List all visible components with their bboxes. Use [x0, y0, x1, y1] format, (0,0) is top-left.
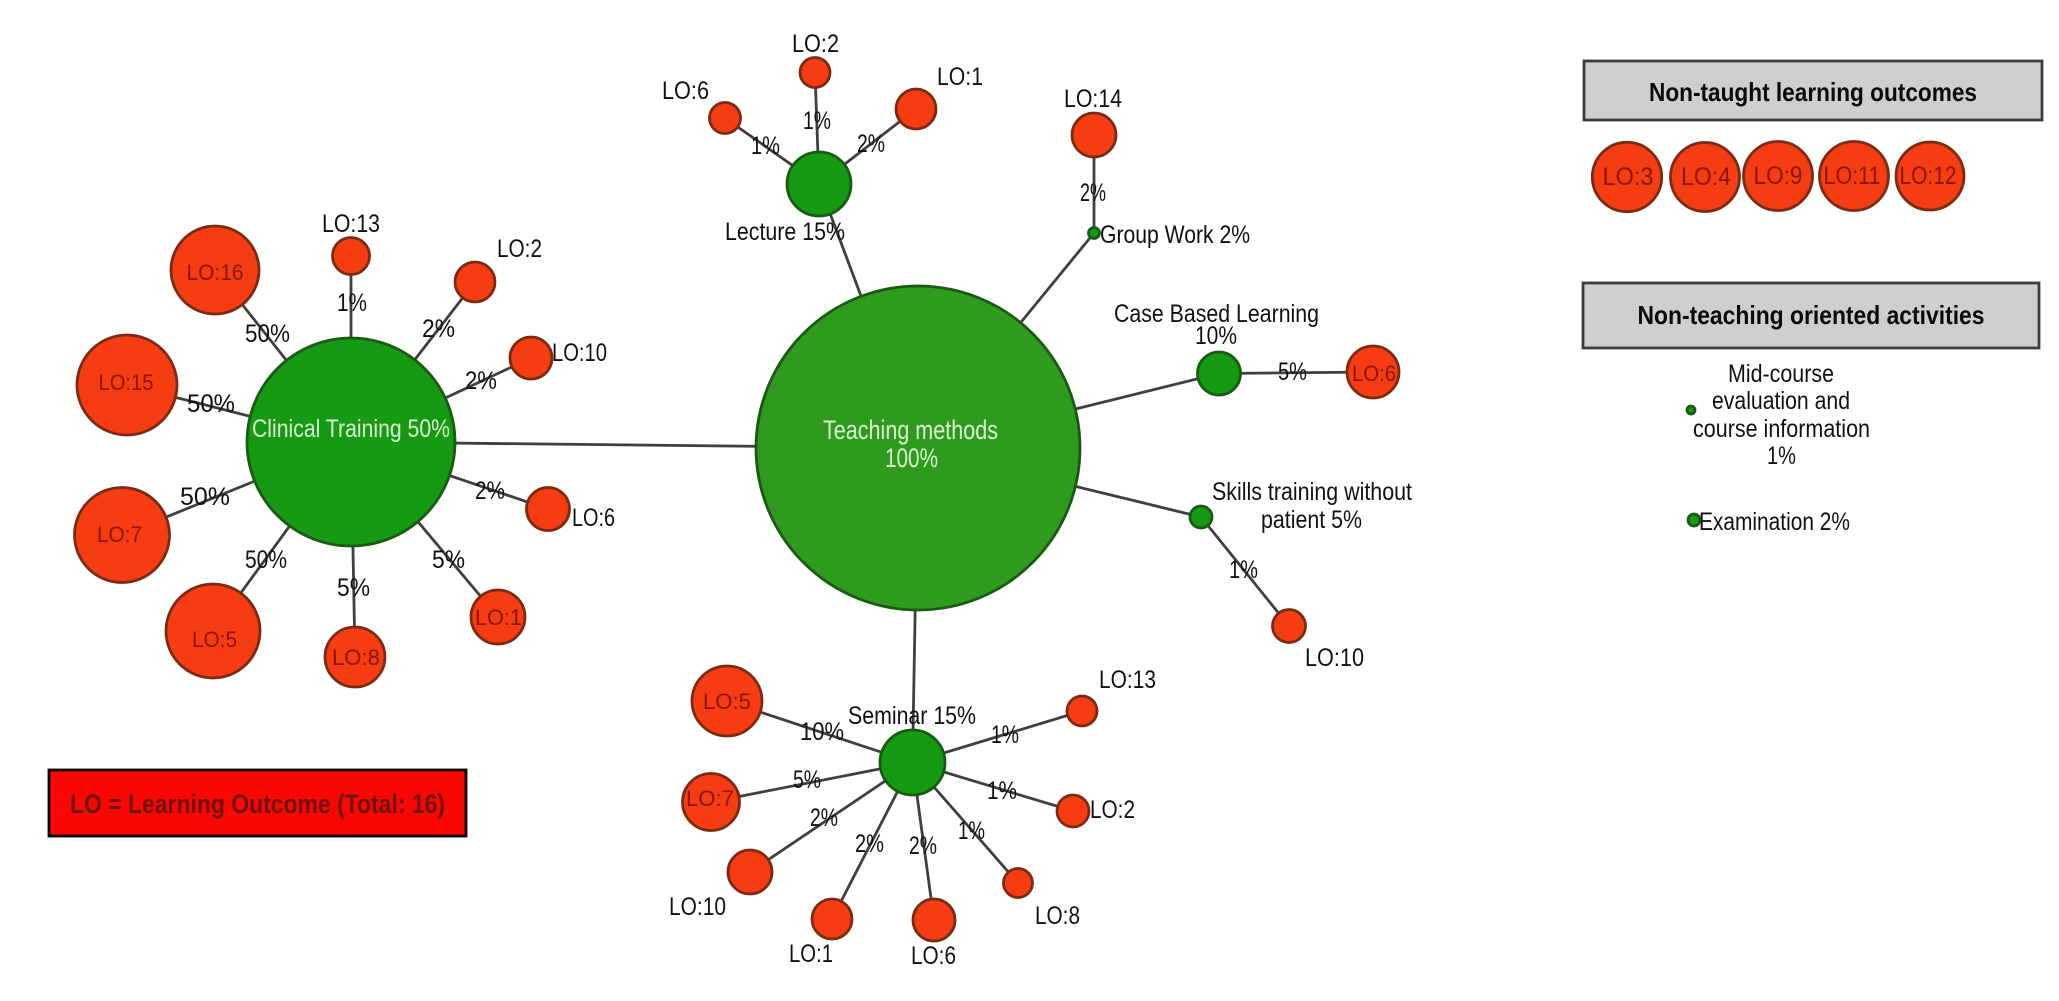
svg-text:patient 5%: patient 5%	[1261, 506, 1362, 534]
svg-text:1%: 1%	[803, 107, 831, 135]
svg-text:LO:6: LO:6	[662, 77, 709, 105]
svg-text:LO:11: LO:11	[1824, 162, 1881, 190]
svg-text:5%: 5%	[1278, 358, 1307, 386]
svg-text:LO:2: LO:2	[792, 30, 839, 58]
svg-text:course information: course information	[1693, 415, 1870, 443]
svg-text:Case Based Learning: Case Based Learning	[1114, 300, 1319, 328]
svg-text:LO:5: LO:5	[703, 689, 751, 714]
svg-text:LO:6: LO:6	[911, 942, 956, 970]
svg-text:LO:2: LO:2	[497, 235, 542, 263]
svg-text:LO:3: LO:3	[1603, 163, 1654, 191]
svg-text:LO = Learning Outcome (Total:: LO = Learning Outcome (Total: 16)	[70, 789, 445, 819]
svg-text:LO:6: LO:6	[572, 504, 615, 532]
svg-text:1%: 1%	[1229, 556, 1258, 584]
svg-text:5%: 5%	[793, 766, 821, 794]
svg-text:2%: 2%	[465, 367, 497, 395]
svg-text:LO:1: LO:1	[937, 63, 983, 91]
svg-text:Teaching methods: Teaching methods	[823, 415, 998, 445]
svg-text:Lecture 15%: Lecture 15%	[725, 218, 845, 246]
svg-text:2%: 2%	[857, 130, 885, 158]
svg-text:5%: 5%	[337, 574, 370, 602]
svg-text:LO:6: LO:6	[1352, 361, 1396, 386]
svg-text:LO:13: LO:13	[322, 210, 380, 238]
svg-text:1%: 1%	[958, 817, 985, 845]
svg-text:evaluation and: evaluation and	[1712, 387, 1850, 415]
svg-text:50%: 50%	[180, 483, 230, 511]
svg-text:LO:2: LO:2	[1090, 796, 1135, 824]
svg-text:LO:7: LO:7	[97, 522, 142, 547]
svg-text:10%: 10%	[1195, 322, 1237, 350]
svg-text:LO:1: LO:1	[789, 940, 833, 968]
svg-text:50%: 50%	[245, 320, 290, 348]
svg-text:2%: 2%	[1080, 179, 1106, 207]
svg-text:LO:12: LO:12	[1900, 162, 1957, 190]
svg-text:Seminar 15%: Seminar 15%	[848, 702, 976, 730]
svg-text:Clinical Training 50%: Clinical Training 50%	[252, 415, 450, 443]
svg-text:LO:13: LO:13	[1099, 666, 1156, 694]
svg-text:LO:10: LO:10	[669, 893, 726, 921]
svg-text:1%: 1%	[991, 721, 1019, 749]
svg-text:LO:8: LO:8	[332, 645, 380, 670]
svg-text:LO:4: LO:4	[1681, 163, 1731, 191]
svg-text:Non-taught learning outcomes: Non-taught learning outcomes	[1649, 77, 1977, 107]
svg-text:50%: 50%	[187, 390, 235, 418]
svg-text:LO:9: LO:9	[1754, 162, 1803, 190]
svg-text:LO:5: LO:5	[192, 627, 237, 652]
svg-text:10%: 10%	[800, 718, 844, 746]
svg-text:1%: 1%	[1767, 442, 1796, 470]
svg-text:Skills training without: Skills training without	[1212, 478, 1412, 506]
svg-text:2%: 2%	[422, 315, 455, 343]
svg-text:LO:15: LO:15	[99, 370, 154, 395]
svg-text:Mid-course: Mid-course	[1728, 360, 1834, 388]
svg-text:LO:10: LO:10	[1305, 644, 1364, 672]
svg-text:2%: 2%	[855, 830, 884, 858]
svg-text:LO:16: LO:16	[187, 260, 244, 285]
svg-text:LO:8: LO:8	[1035, 902, 1080, 930]
svg-text:LO:14: LO:14	[1064, 85, 1122, 113]
svg-text:1%: 1%	[337, 289, 367, 317]
svg-text:1%: 1%	[751, 132, 780, 160]
svg-text:1%: 1%	[987, 777, 1017, 805]
svg-text:50%: 50%	[245, 546, 287, 574]
svg-text:100%: 100%	[885, 443, 938, 473]
svg-text:Examination 2%: Examination 2%	[1699, 508, 1850, 536]
svg-text:2%: 2%	[810, 804, 838, 832]
svg-text:2%: 2%	[909, 832, 937, 860]
svg-text:LO:7: LO:7	[686, 786, 734, 811]
svg-text:5%: 5%	[432, 546, 465, 574]
svg-text:2%: 2%	[475, 477, 505, 505]
svg-text:Non-teaching oriented activiti: Non-teaching oriented activities	[1638, 300, 1985, 330]
svg-text:LO:10: LO:10	[552, 339, 607, 367]
svg-text:Group Work 2%: Group Work 2%	[1100, 221, 1250, 249]
svg-text:LO:1: LO:1	[475, 605, 522, 630]
